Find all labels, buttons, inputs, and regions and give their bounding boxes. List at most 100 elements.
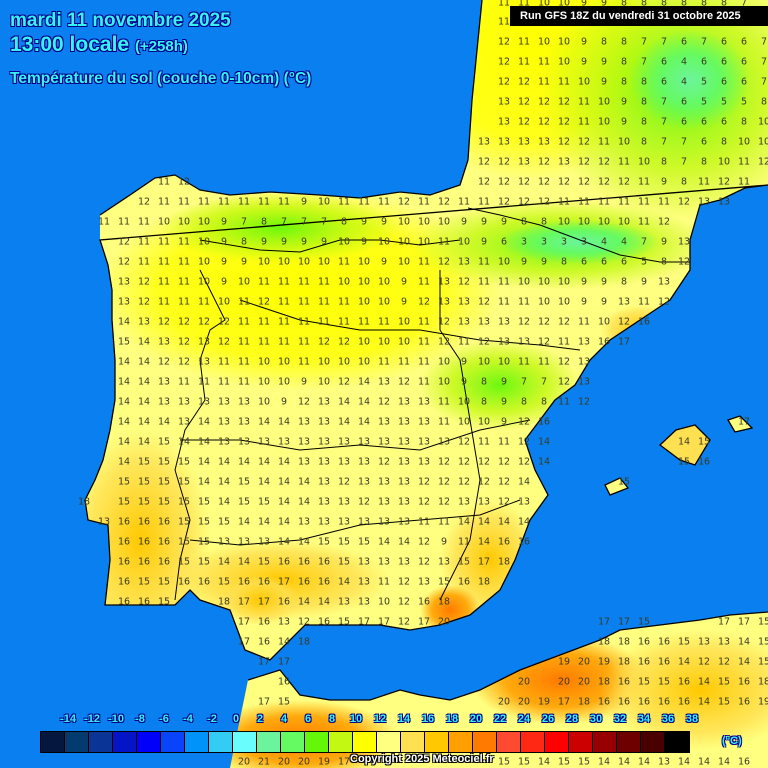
temperature-label: 9	[280, 396, 288, 408]
legend-swatch	[209, 732, 233, 752]
temperature-label: 15	[157, 436, 171, 448]
temperature-label: 13	[517, 136, 531, 148]
temperature-label: 9	[620, 96, 628, 108]
temperature-label: 11	[97, 216, 111, 228]
temperature-label: 10	[457, 416, 471, 428]
temperature-label: 12	[517, 196, 531, 208]
temperature-label: 15	[197, 536, 211, 548]
temperature-label: 11	[417, 356, 431, 368]
temperature-label: 13	[517, 336, 531, 348]
temperature-label: 10	[277, 256, 291, 268]
temperature-label: 12	[417, 296, 431, 308]
temperature-label: 15	[237, 496, 251, 508]
temperature-label: 17	[597, 616, 611, 628]
temperature-label: 12	[557, 116, 571, 128]
temperature-label: 15	[137, 476, 151, 488]
temperature-label: 12	[437, 496, 451, 508]
temperature-label: 7	[760, 36, 768, 48]
temperature-label: 17	[617, 616, 631, 628]
temperature-label: 15	[337, 616, 351, 628]
temperature-label: 18	[297, 636, 311, 648]
temperature-label: 11	[237, 296, 251, 308]
temperature-label: 11	[737, 156, 751, 168]
temperature-label: 11	[157, 256, 171, 268]
temperature-label: 11	[357, 316, 371, 328]
temperature-label: 16	[317, 616, 331, 628]
temperature-label: 18	[617, 636, 631, 648]
temperature-label: 6	[680, 36, 688, 48]
temperature-label: 17	[477, 556, 491, 568]
temperature-label: 14	[277, 416, 291, 428]
temperature-label: 13	[477, 316, 491, 328]
legend-swatch	[257, 732, 281, 752]
temperature-label: 11	[257, 276, 271, 288]
temperature-label: 14	[697, 676, 711, 688]
temperature-label: 9	[280, 236, 288, 248]
temperature-label: 11	[337, 316, 351, 328]
temperature-label: 10	[537, 276, 551, 288]
temperature-label: 4	[680, 76, 688, 88]
legend-tick-label: -6	[159, 713, 169, 725]
temperature-label: 17	[257, 656, 271, 668]
temperature-label: 18	[597, 636, 611, 648]
temperature-label: 14	[697, 696, 711, 708]
temperature-label: 10	[297, 256, 311, 268]
coastlines	[84, 0, 768, 701]
temperature-label: 13	[357, 476, 371, 488]
temperature-label: 11	[237, 356, 251, 368]
temperature-label: 11	[117, 216, 131, 228]
temperature-label: 7	[240, 216, 248, 228]
legend-swatch	[281, 732, 305, 752]
temperature-label: 10	[617, 216, 631, 228]
temperature-label: 14	[377, 536, 391, 548]
temperature-label: 20	[297, 756, 311, 768]
temperature-label: 16	[597, 696, 611, 708]
temperature-label: 14	[537, 456, 551, 468]
temperature-label: 9	[240, 256, 248, 268]
temperature-label: 16	[237, 576, 251, 588]
temperature-label: 10	[357, 296, 371, 308]
temperature-label: 13	[317, 396, 331, 408]
copyright: Copyright 2025 Meteociel.fr	[350, 753, 494, 765]
legend-tick-label: -2	[207, 713, 217, 725]
temperature-label: 15	[217, 576, 231, 588]
temperature-label: 12	[317, 336, 331, 348]
temperature-label: 12	[577, 176, 591, 188]
legend-tick-label: 10	[349, 713, 363, 725]
temperature-label: 14	[277, 536, 291, 548]
legend-swatch	[425, 732, 449, 752]
temperature-label: 12	[437, 476, 451, 488]
temperature-label: 17	[617, 336, 631, 348]
temperature-label: 16	[697, 456, 711, 468]
legend-swatch	[41, 732, 65, 752]
temperature-label: 11	[137, 256, 151, 268]
temperature-label: 16	[537, 416, 551, 428]
temperature-label: 12	[657, 216, 671, 228]
temperature-label: 12	[597, 156, 611, 168]
temperature-label: 9	[400, 296, 408, 308]
temperature-label: 11	[377, 316, 391, 328]
temperature-label: 10	[637, 156, 651, 168]
temperature-label: 11	[437, 416, 451, 428]
temperature-label: 14	[477, 516, 491, 528]
temperature-label: 11	[457, 536, 471, 548]
temperature-label: 11	[497, 296, 511, 308]
temperature-label: 14	[237, 456, 251, 468]
temperature-label: 12	[577, 396, 591, 408]
temperature-label: 9	[400, 276, 408, 288]
temperature-label: 11	[417, 516, 431, 528]
temperature-label: 9	[500, 216, 508, 228]
temperature-label: 15	[457, 556, 471, 568]
temperature-label: 13	[397, 556, 411, 568]
temperature-label: 15	[717, 676, 731, 688]
temperature-label: 9	[220, 216, 228, 228]
temperature-label: 12	[417, 496, 431, 508]
temperature-label: 11	[157, 196, 171, 208]
temperature-label: 7	[640, 36, 648, 48]
temperature-label: 13	[377, 516, 391, 528]
legend-tick-label: 16	[421, 713, 435, 725]
temperature-label: 14	[197, 476, 211, 488]
temperature-label: 6	[680, 96, 688, 108]
temperature-label: 14	[477, 536, 491, 548]
temperature-label: 14	[277, 476, 291, 488]
